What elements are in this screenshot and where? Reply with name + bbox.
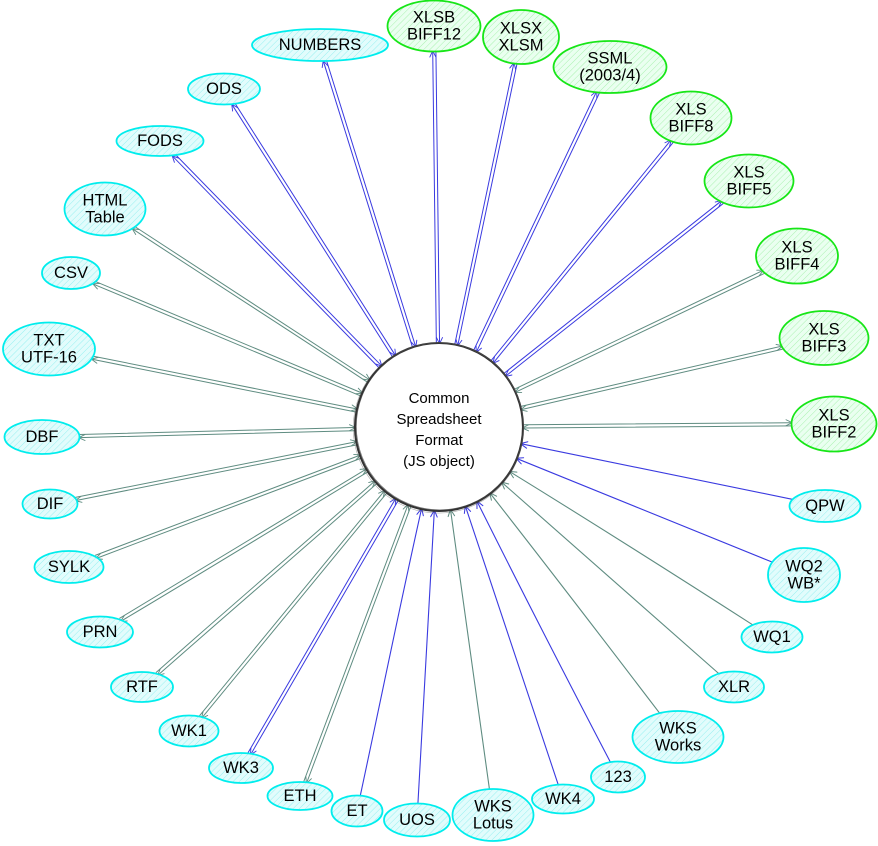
svg-text:Lotus: Lotus [473, 815, 513, 833]
svg-text:XLS: XLS [808, 321, 839, 339]
svg-text:XLSX: XLSX [500, 20, 542, 38]
svg-text:BIFF2: BIFF2 [812, 424, 857, 442]
svg-text:WKS: WKS [474, 798, 512, 816]
svg-text:(JS object): (JS object) [403, 453, 475, 470]
svg-text:WB*: WB* [788, 575, 822, 593]
svg-text:BIFF8: BIFF8 [669, 118, 714, 136]
svg-text:WK1: WK1 [171, 722, 207, 740]
svg-text:TXT: TXT [33, 332, 64, 350]
svg-text:PRN: PRN [83, 623, 118, 641]
svg-text:XLS: XLS [733, 164, 764, 182]
svg-text:Format: Format [415, 432, 463, 449]
svg-text:XLR: XLR [718, 678, 750, 696]
svg-text:BIFF4: BIFF4 [775, 256, 820, 274]
svg-text:BIFF3: BIFF3 [802, 338, 847, 356]
svg-text:XLS: XLS [675, 101, 706, 119]
svg-text:BIFF12: BIFF12 [407, 26, 461, 44]
svg-text:NUMBERS: NUMBERS [279, 36, 362, 54]
svg-text:Works: Works [655, 737, 701, 755]
svg-text:Common: Common [409, 390, 470, 407]
svg-text:WQ2: WQ2 [785, 558, 823, 576]
svg-text:RTF: RTF [126, 678, 158, 696]
svg-text:(2003/4): (2003/4) [579, 67, 640, 85]
svg-text:123: 123 [604, 768, 632, 786]
svg-text:XLSM: XLSM [499, 37, 544, 55]
svg-text:ETH: ETH [284, 787, 317, 805]
svg-text:DBF: DBF [26, 428, 59, 446]
svg-text:Spreadsheet: Spreadsheet [396, 411, 482, 428]
svg-text:XLS: XLS [818, 407, 849, 425]
svg-text:ODS: ODS [206, 80, 242, 98]
svg-text:DIF: DIF [37, 495, 64, 513]
svg-text:HTML: HTML [83, 192, 128, 210]
svg-text:UOS: UOS [399, 811, 435, 829]
svg-text:FODS: FODS [137, 132, 183, 150]
svg-text:SYLK: SYLK [48, 558, 90, 576]
svg-text:WK4: WK4 [545, 790, 581, 808]
svg-text:WKS: WKS [659, 720, 697, 738]
svg-text:QPW: QPW [805, 497, 845, 515]
svg-text:UTF-16: UTF-16 [21, 349, 77, 367]
svg-text:Table: Table [85, 209, 124, 227]
svg-text:SSML: SSML [588, 50, 633, 68]
svg-text:XLS: XLS [781, 239, 812, 257]
svg-text:ET: ET [346, 802, 367, 820]
svg-text:WK3: WK3 [223, 759, 259, 777]
svg-text:WQ1: WQ1 [753, 628, 791, 646]
svg-text:BIFF5: BIFF5 [727, 181, 772, 199]
svg-text:CSV: CSV [54, 264, 88, 282]
svg-text:XLSB: XLSB [413, 9, 455, 27]
